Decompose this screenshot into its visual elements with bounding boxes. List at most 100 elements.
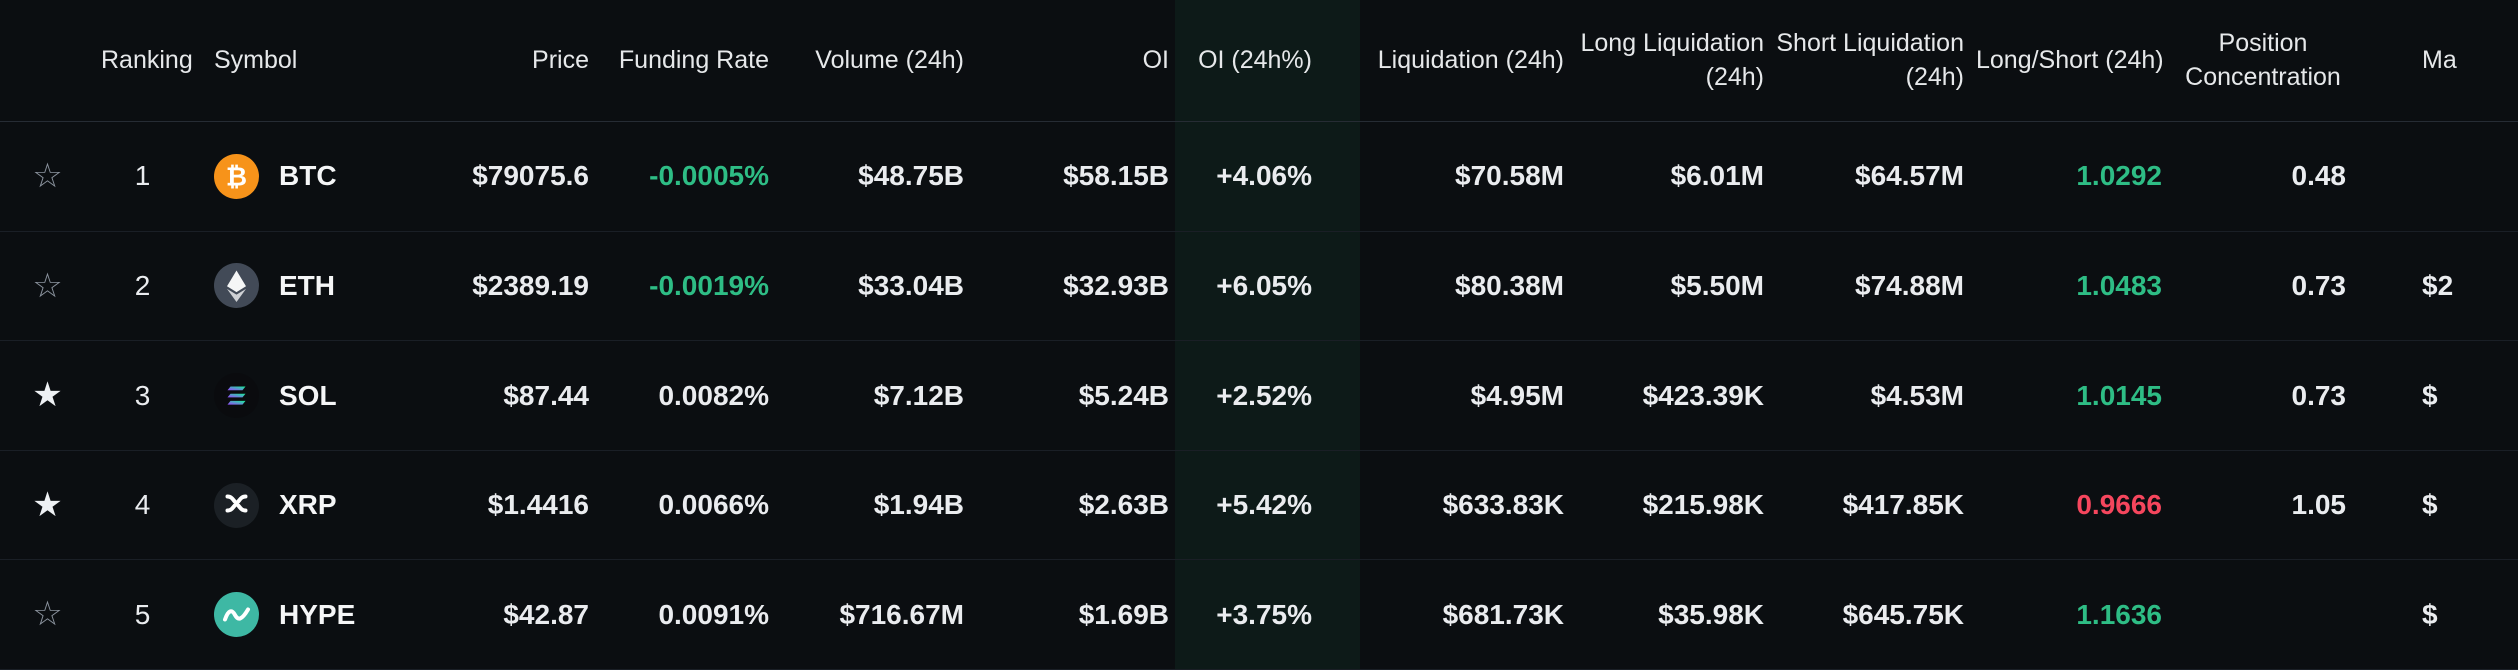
long-short-24h-cell: 1.0292 bbox=[2076, 160, 2162, 192]
symbol-label: XRP bbox=[279, 489, 337, 521]
rank-cell: 3 bbox=[134, 379, 151, 411]
symbol-cell[interactable]: XRP bbox=[190, 482, 405, 528]
liquidation-24h-column-header[interactable]: Liquidation (24h) bbox=[1377, 45, 1564, 74]
sol-icon bbox=[214, 372, 259, 418]
long-liquidation-24h-cell: $215.98K bbox=[1642, 489, 1764, 521]
short-liquidation-24h-cell: $74.88M bbox=[1855, 269, 1964, 301]
volume-24h-cell: $716.67M bbox=[839, 598, 964, 630]
price-column-header[interactable]: Price bbox=[532, 45, 589, 74]
rank-cell: 1 bbox=[134, 160, 151, 192]
position-concentration-column-header[interactable]: Position Concentration bbox=[2185, 28, 2341, 91]
market-cap-cell: $ bbox=[2422, 489, 2438, 521]
rank-cell: 4 bbox=[134, 489, 151, 521]
symbol-cell[interactable]: HYPE bbox=[190, 592, 405, 638]
long-short-24h-cell: 1.0483 bbox=[2076, 269, 2162, 301]
liquidation-24h-cell: $681.73K bbox=[1442, 598, 1564, 630]
favorite-star-icon[interactable]: ☆ bbox=[32, 156, 63, 196]
short-liquidation-24h-cell: $4.53M bbox=[1870, 379, 1964, 411]
volume-24h-cell: $1.94B bbox=[873, 489, 964, 521]
long-short-24h-cell: 1.0145 bbox=[2076, 379, 2162, 411]
long-liquidation-24h-column-header[interactable]: Long Liquidation (24h) bbox=[1580, 28, 1765, 91]
favorite-cell: ☆ bbox=[0, 597, 95, 632]
oi-cell: $5.24B bbox=[1078, 379, 1169, 411]
price-cell: $42.87 bbox=[503, 598, 589, 630]
short-liquidation-24h-column-header[interactable]: Short Liquidation (24h) bbox=[1776, 28, 1964, 91]
symbol-label: BTC bbox=[279, 160, 337, 192]
funding-rate-cell: -0.0019% bbox=[649, 269, 769, 301]
symbol-cell[interactable]: SOL bbox=[190, 372, 405, 418]
long-liquidation-24h-cell: $6.01M bbox=[1670, 160, 1764, 192]
symbol-column-header[interactable]: Symbol bbox=[214, 45, 298, 74]
eth-icon bbox=[214, 263, 259, 309]
table-row[interactable]: ☆ 1 ₿ BTC $79075.6 -0.0005% $48.75B $58.… bbox=[0, 122, 2518, 232]
table-row[interactable]: ☆ 2 ETH $2389.19 -0.0019% $33.04B $32.93… bbox=[0, 231, 2518, 342]
favorite-star-icon[interactable]: ★ bbox=[32, 375, 63, 416]
symbol-label: HYPE bbox=[279, 598, 356, 630]
svg-text:₿: ₿ bbox=[226, 162, 247, 192]
volume-24h-column-header[interactable]: Volume (24h) bbox=[815, 45, 964, 74]
price-cell: $87.44 bbox=[503, 379, 589, 411]
oi-24h-change-cell: +6.05% bbox=[1175, 231, 1360, 341]
table-row[interactable]: ☆ 5 HYPE $42.87 0.0091% $716.67M $1.69B … bbox=[0, 560, 2518, 670]
market-cap-cell: $ bbox=[2422, 379, 2438, 411]
oi-cell: $32.93B bbox=[1063, 269, 1169, 301]
favorite-star-icon[interactable]: ★ bbox=[32, 484, 63, 525]
favorite-cell: ★ bbox=[0, 378, 95, 413]
favorite-cell: ★ bbox=[0, 488, 95, 523]
oi-24h-change-column-header[interactable]: OI (24h%) bbox=[1175, 0, 1360, 121]
ranking-column-header[interactable]: Ranking bbox=[101, 45, 193, 74]
funding-rate-cell: 0.0091% bbox=[658, 598, 769, 630]
oi-24h-change-cell: +5.42% bbox=[1175, 450, 1360, 560]
table-header-row: Ranking Symbol Price Funding Rate Volume… bbox=[0, 0, 2518, 122]
volume-24h-cell: $48.75B bbox=[858, 160, 964, 192]
oi-column-header[interactable]: OI bbox=[1142, 45, 1169, 74]
short-liquidation-24h-cell: $417.85K bbox=[1842, 489, 1964, 521]
oi-24h-change-cell: +2.52% bbox=[1175, 341, 1360, 450]
short-liquidation-24h-cell: $64.57M bbox=[1855, 160, 1964, 192]
oi-24h-change-cell: +3.75% bbox=[1175, 560, 1360, 669]
market-cap-cell: $ bbox=[2422, 598, 2438, 630]
oi-24h-change-cell: +4.06% bbox=[1175, 122, 1360, 231]
table-row[interactable]: ★ 3 bbox=[0, 341, 2518, 451]
liquidation-24h-cell: $70.58M bbox=[1455, 160, 1564, 192]
favorite-star-icon[interactable]: ☆ bbox=[32, 594, 63, 635]
favorite-star-icon[interactable]: ☆ bbox=[32, 265, 63, 306]
volume-24h-cell: $33.04B bbox=[858, 269, 964, 301]
table-row[interactable]: ★ 4 XRP $1.4416 0.0066% $1.94B $2.63B +5… bbox=[0, 450, 2518, 561]
funding-rate-cell: 0.0082% bbox=[658, 379, 769, 411]
favorite-cell: ☆ bbox=[0, 159, 95, 194]
volume-24h-cell: $7.12B bbox=[873, 379, 964, 411]
long-short-24h-column-header[interactable]: Long/Short (24h) bbox=[1976, 45, 2164, 74]
liquidation-24h-cell: $4.95M bbox=[1470, 379, 1564, 411]
favorite-cell: ☆ bbox=[0, 269, 95, 304]
funding-rate-column-header[interactable]: Funding Rate bbox=[618, 45, 769, 74]
long-liquidation-24h-cell: $423.39K bbox=[1642, 379, 1764, 411]
rank-cell: 5 bbox=[134, 598, 151, 630]
price-cell: $79075.6 bbox=[472, 160, 589, 192]
long-short-24h-cell: 0.9666 bbox=[2076, 489, 2162, 521]
rank-cell: 2 bbox=[134, 269, 151, 301]
symbol-cell[interactable]: ETH bbox=[190, 263, 405, 309]
position-concentration-cell: 0.73 bbox=[2291, 269, 2347, 301]
oi-cell: $2.63B bbox=[1078, 489, 1169, 521]
price-cell: $2389.19 bbox=[472, 269, 589, 301]
position-concentration-cell: 0.73 bbox=[2291, 379, 2347, 411]
btc-icon: ₿ bbox=[214, 153, 259, 199]
xrp-icon bbox=[214, 482, 259, 528]
symbol-cell[interactable]: ₿ BTC bbox=[190, 153, 405, 199]
funding-rate-cell: -0.0005% bbox=[649, 160, 769, 192]
oi-cell: $1.69B bbox=[1078, 598, 1169, 630]
long-liquidation-24h-cell: $5.50M bbox=[1670, 269, 1764, 301]
short-liquidation-24h-cell: $645.75K bbox=[1842, 598, 1964, 630]
funding-rate-cell: 0.0066% bbox=[658, 489, 769, 521]
position-concentration-cell: 1.05 bbox=[2291, 489, 2347, 521]
market-cap-column-header[interactable]: Ma bbox=[2422, 45, 2457, 74]
oi-cell: $58.15B bbox=[1063, 160, 1169, 192]
liquidation-24h-cell: $80.38M bbox=[1455, 269, 1564, 301]
price-cell: $1.4416 bbox=[487, 489, 589, 521]
market-cap-cell: $2 bbox=[2422, 269, 2454, 301]
long-liquidation-24h-cell: $35.98K bbox=[1658, 598, 1764, 630]
position-concentration-cell: 0.48 bbox=[2291, 160, 2347, 192]
long-short-24h-cell: 1.1636 bbox=[2076, 598, 2162, 630]
liquidation-24h-cell: $633.83K bbox=[1442, 489, 1564, 521]
